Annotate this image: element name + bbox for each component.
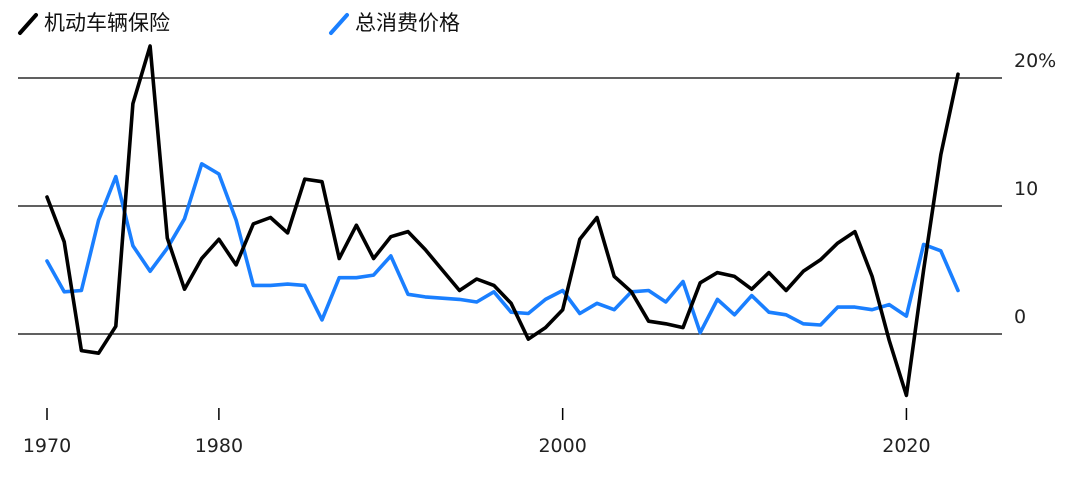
legend: 机动车辆保险 总消费价格 xyxy=(18,11,460,35)
x-tick-label-1980: 1980 xyxy=(195,435,243,457)
x-tick-label-1970: 1970 xyxy=(23,435,71,457)
series-line-consumer-prices xyxy=(45,162,960,335)
x-tick-label-2020: 2020 xyxy=(882,435,930,457)
y-tick-label-0: 0 xyxy=(1014,306,1026,328)
series xyxy=(45,44,960,398)
legend-label-consumer-prices: 总消费价格 xyxy=(355,11,460,35)
legend-swatch-motor-insurance xyxy=(18,13,38,35)
legend-item-motor-insurance: 机动车辆保险 xyxy=(18,11,170,35)
legend-swatch-consumer-prices xyxy=(329,13,349,35)
grid: 20% 10 0 xyxy=(18,50,1056,335)
series-line-motor-insurance xyxy=(45,44,960,398)
x-axis: 1970 1980 2000 2020 xyxy=(23,408,931,457)
y-tick-label-10: 10 xyxy=(1014,178,1038,200)
x-tick-label-2000: 2000 xyxy=(538,435,586,457)
legend-label-motor-insurance: 机动车辆保险 xyxy=(44,11,170,35)
y-tick-label-20: 20% xyxy=(1014,50,1056,72)
legend-item-consumer-prices: 总消费价格 xyxy=(329,11,460,35)
